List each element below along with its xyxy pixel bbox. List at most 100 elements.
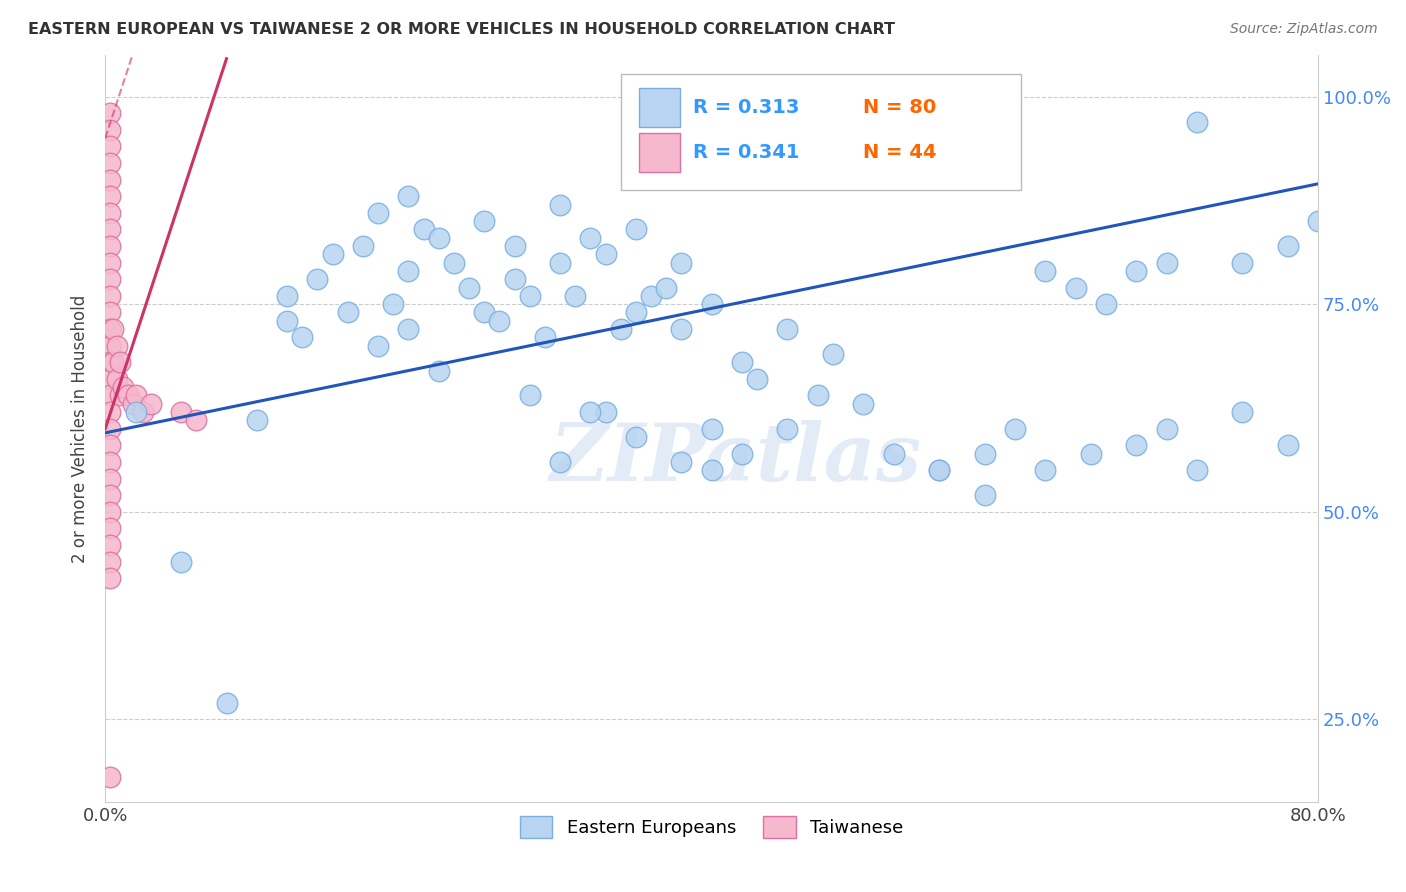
FancyBboxPatch shape (638, 133, 681, 171)
Point (443, 255, 465, 269)
Point (519, 289, 541, 303)
Point (624, 305, 647, 319)
Point (98, 272, 121, 286)
Point (534, 330, 557, 344)
Point (579, 231, 602, 245)
Point (503, 272, 526, 286)
Point (973, 488, 995, 502)
Point (548, 255, 571, 269)
Point (1095, 297, 1118, 311)
Point (98, 770, 121, 784)
FancyBboxPatch shape (620, 74, 1021, 190)
Point (519, 388, 541, 402)
Point (336, 305, 359, 319)
Point (398, 189, 420, 203)
Point (624, 222, 647, 236)
Point (821, 347, 844, 361)
Point (548, 197, 571, 211)
Point (98, 388, 121, 402)
Point (139, 397, 162, 411)
Point (427, 363, 450, 377)
Point (98, 255, 121, 269)
Point (110, 388, 132, 402)
Point (472, 214, 495, 228)
Point (640, 289, 662, 303)
Point (98, 156, 121, 170)
Point (98, 405, 121, 419)
Point (367, 339, 389, 353)
Point (852, 397, 875, 411)
Text: R = 0.341: R = 0.341 (693, 143, 800, 161)
Point (1308, 214, 1330, 228)
Point (595, 247, 617, 261)
Point (1125, 438, 1147, 452)
Text: EASTERN EUROPEAN VS TAIWANESE 2 OR MORE VEHICLES IN HOUSEHOLD CORRELATION CHART: EASTERN EUROPEAN VS TAIWANESE 2 OR MORE … (28, 22, 896, 37)
Text: R = 0.313: R = 0.313 (693, 98, 800, 117)
Point (132, 405, 155, 419)
Point (579, 405, 602, 419)
Point (98, 305, 121, 319)
Point (807, 388, 830, 402)
Point (412, 222, 434, 236)
Point (276, 289, 298, 303)
Point (101, 322, 124, 336)
Point (1277, 438, 1299, 452)
Point (1232, 405, 1254, 419)
Point (1156, 422, 1178, 436)
Point (98, 438, 121, 452)
Point (110, 355, 132, 369)
Point (564, 289, 586, 303)
Point (98, 372, 121, 386)
Point (398, 264, 420, 278)
Point (98, 555, 121, 569)
Point (98, 538, 121, 552)
Point (973, 447, 995, 461)
Point (105, 372, 128, 386)
Point (276, 314, 298, 328)
Point (776, 322, 799, 336)
Point (731, 447, 754, 461)
Point (98, 123, 121, 137)
Point (124, 405, 146, 419)
Point (112, 380, 135, 394)
FancyBboxPatch shape (638, 88, 681, 127)
Point (776, 422, 799, 436)
Point (98, 139, 121, 153)
Point (1080, 447, 1102, 461)
Point (170, 405, 193, 419)
Point (488, 314, 510, 328)
Text: Source: ZipAtlas.com: Source: ZipAtlas.com (1230, 22, 1378, 37)
Point (382, 297, 405, 311)
Point (1125, 264, 1147, 278)
Point (700, 422, 723, 436)
Point (1064, 280, 1087, 294)
Point (98, 189, 121, 203)
Point (98, 222, 121, 236)
Point (352, 239, 374, 253)
Point (1277, 239, 1299, 253)
Point (98, 488, 121, 502)
Point (655, 280, 678, 294)
Point (98, 455, 121, 469)
Y-axis label: 2 or more Vehicles in Household: 2 or more Vehicles in Household (72, 294, 89, 563)
Point (1232, 255, 1254, 269)
Point (98, 172, 121, 186)
Point (170, 555, 193, 569)
Text: N = 80: N = 80 (863, 98, 936, 117)
Point (928, 463, 950, 477)
Point (731, 355, 754, 369)
Point (98, 339, 121, 353)
Point (609, 322, 631, 336)
Point (291, 330, 314, 344)
Point (1033, 264, 1056, 278)
Point (671, 322, 693, 336)
Point (671, 255, 693, 269)
Point (1185, 463, 1208, 477)
Legend: Eastern Europeans, Taiwanese: Eastern Europeans, Taiwanese (513, 809, 911, 846)
Point (472, 305, 495, 319)
Text: ZIPatlas: ZIPatlas (550, 420, 922, 498)
Point (98, 422, 121, 436)
Point (98, 505, 121, 519)
Point (458, 280, 481, 294)
Point (98, 289, 121, 303)
